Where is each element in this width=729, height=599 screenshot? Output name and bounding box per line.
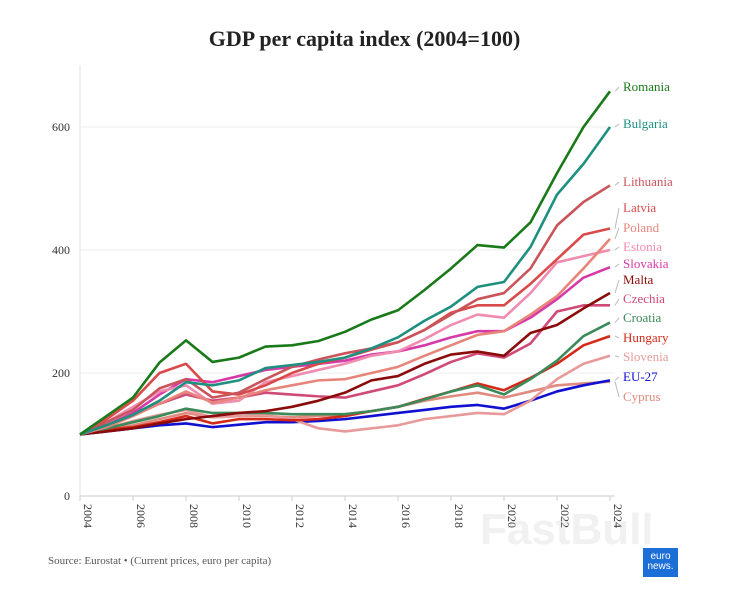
label-connector	[614, 246, 620, 251]
x-tick-label: 2012	[293, 504, 307, 528]
series-label-slovakia: Slovakia	[623, 256, 669, 271]
series-label-lithuania: Lithuania	[623, 174, 673, 189]
series-line-poland	[79, 238, 611, 436]
series-line-romania	[79, 90, 612, 436]
y-tick-label: 400	[52, 243, 70, 257]
label-connector	[614, 298, 620, 306]
label-connector	[614, 263, 620, 268]
label-connector	[614, 279, 620, 294]
y-tick-label: 0	[64, 489, 70, 503]
y-tick-label: 600	[52, 120, 70, 134]
label-connector	[614, 227, 620, 240]
series-line-lithuania	[79, 184, 611, 436]
label-connector	[614, 355, 620, 358]
label-connector	[614, 376, 620, 381]
watermark: FastBull	[480, 505, 654, 554]
label-connector	[614, 207, 620, 229]
series-line-eu-27	[79, 379, 611, 436]
logo-line2: news.	[647, 561, 674, 572]
series-line-bulgaria	[79, 126, 612, 436]
source-note: Source: Eurostat • (Current prices, euro…	[48, 555, 272, 567]
label-connector	[614, 123, 620, 128]
logo-line1: euro	[650, 551, 671, 562]
series-label-czechia: Czechia	[623, 291, 665, 306]
x-tick-label: 2010	[240, 504, 254, 528]
series-line-croatia	[79, 321, 611, 436]
label-connector	[614, 381, 620, 398]
series-line-estonia	[79, 248, 611, 436]
chart-title: GDP per capita index (2004=100)	[208, 26, 521, 51]
series-label-eu-27: EU-27	[623, 369, 658, 384]
series-label-bulgaria: Bulgaria	[623, 116, 668, 131]
series-label-malta: Malta	[623, 272, 654, 287]
series-label-poland: Poland	[623, 220, 660, 235]
label-connector	[614, 335, 620, 339]
x-tick-label: 2022	[558, 504, 572, 528]
x-tick-label: 2016	[399, 504, 413, 528]
x-tick-label: 2024	[611, 504, 625, 528]
series-label-slovenia: Slovenia	[623, 349, 669, 364]
x-tick-label: 2004	[81, 504, 95, 528]
x-tick-label: 2008	[187, 504, 201, 528]
series-label-latvia: Latvia	[623, 200, 656, 215]
label-connector	[614, 86, 620, 92]
series-label-cyprus: Cyprus	[623, 389, 661, 404]
x-tick-label: 2020	[505, 504, 519, 528]
x-tick-label: 2018	[452, 504, 466, 528]
series-line-malta	[79, 291, 611, 436]
series-label-estonia: Estonia	[623, 239, 662, 254]
series-label-croatia: Croatia	[623, 310, 661, 325]
label-connector	[614, 317, 620, 323]
series-line-hungary	[79, 334, 611, 436]
euronews-logo: euro news.	[643, 548, 678, 577]
x-tick-label: 2006	[134, 504, 148, 528]
series-label-romania: Romania	[623, 79, 670, 94]
x-tick-label: 2014	[346, 504, 360, 528]
series-label-hungary: Hungary	[623, 330, 669, 345]
label-connector	[614, 181, 620, 186]
y-tick-label: 200	[52, 366, 70, 380]
